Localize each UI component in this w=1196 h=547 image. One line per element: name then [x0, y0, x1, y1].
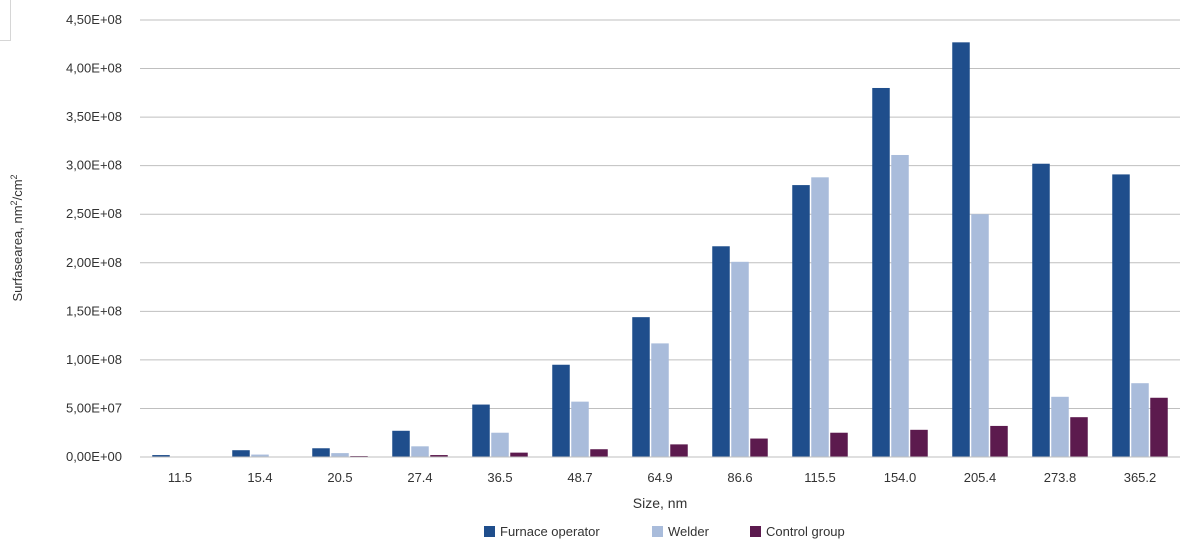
bars: [152, 42, 1168, 458]
bar-welder: [331, 453, 349, 457]
x-tick-label: 86.6: [727, 470, 752, 485]
y-tick-label: 1,00E+08: [66, 352, 122, 367]
bar-control-group: [750, 438, 768, 457]
x-tick-label: 115.5: [804, 470, 836, 485]
bar-control-group: [990, 425, 1008, 457]
bar-control-group: [670, 444, 688, 457]
x-axis-label: Size, nm: [633, 495, 687, 511]
bar-welder: [251, 454, 269, 457]
bar-control-group: [910, 429, 928, 457]
y-tick-label: 5,00E+07: [66, 400, 122, 415]
legend-swatch: [484, 526, 495, 537]
bar-welder: [411, 446, 429, 457]
bar-control-group: [1150, 397, 1168, 457]
bar-furnace-operator: [312, 448, 330, 457]
legend-label: Control group: [766, 524, 845, 539]
bar-furnace-operator: [1032, 163, 1050, 458]
bar-furnace-operator: [632, 317, 650, 457]
x-tick-label: 48.7: [567, 470, 592, 485]
x-tick-label: 27.4: [407, 470, 432, 485]
bar-furnace-operator: [152, 455, 170, 457]
y-tick-label: 4,00E+08: [66, 61, 122, 76]
x-axis-ticks: 11.5 15.4 20.5 27.4 36.5 48.7 64.9 86.6 115.5 154…: [168, 470, 1156, 485]
y-axis-label-sup1: 2: [9, 200, 19, 205]
y-tick-label: 1,50E+08: [66, 303, 122, 318]
x-tick-label: 64.9: [647, 470, 672, 485]
bar-furnace-operator: [392, 430, 410, 457]
bar-furnace-operator: [952, 42, 970, 457]
y-tick-label: 3,00E+08: [66, 158, 122, 173]
y-axis-label-main: Surfasearea, nm: [10, 205, 25, 301]
x-tick-label: 273.8: [1044, 470, 1077, 485]
bar-control-group: [830, 432, 848, 457]
bar-furnace-operator: [712, 246, 730, 457]
bar-furnace-operator: [872, 87, 890, 457]
bar-furnace-operator: [1112, 174, 1130, 457]
bar-welder: [891, 154, 909, 458]
bar-welder: [731, 261, 749, 457]
legend: Furnace operator Welder Control group: [484, 524, 845, 539]
y-tick-label: 3,50E+08: [66, 109, 122, 124]
x-tick-label: 154.0: [884, 470, 917, 485]
bar-welder: [571, 401, 589, 457]
y-tick-label: 2,50E+08: [66, 206, 122, 221]
legend-swatch: [652, 526, 663, 537]
legend-swatch: [750, 526, 761, 537]
y-axis-label: Surfasearea, nm2/cm2: [9, 174, 25, 301]
bar-welder: [491, 432, 509, 457]
bar-welder: [811, 177, 829, 457]
x-tick-label: 205.4: [964, 470, 997, 485]
legend-label: Welder: [668, 524, 710, 539]
x-tick-label: 36.5: [487, 470, 512, 485]
bar-control-group: [430, 455, 448, 457]
corner-decoration: [0, 0, 11, 41]
bar-furnace-operator: [232, 450, 250, 457]
x-tick-label: 15.4: [247, 470, 272, 485]
x-tick-label: 365.2: [1124, 470, 1157, 485]
bar-control-group: [1070, 417, 1088, 457]
bar-furnace-operator: [472, 404, 490, 457]
y-tick-label: 2,00E+08: [66, 255, 122, 270]
y-tick-label: 4,50E+08: [66, 12, 122, 27]
bar-furnace-operator: [552, 364, 570, 457]
bar-welder: [651, 343, 669, 457]
bar-welder: [1051, 396, 1069, 457]
x-tick-label: 11.5: [168, 470, 192, 485]
bar-welder: [1131, 383, 1149, 457]
bar-control-group: [590, 449, 608, 457]
y-axis-label-mid: /cm: [10, 179, 25, 200]
bar-furnace-operator: [792, 185, 810, 458]
bar-control-group: [510, 452, 528, 457]
bar-welder: [971, 214, 989, 457]
y-axis-ticks: 0,00E+00 5,00E+07 1,00E+08 1,50E+08 2,00E+08…: [66, 12, 122, 464]
x-tick-label: 20.5: [327, 470, 352, 485]
y-axis-label-sup2: 2: [9, 174, 19, 179]
y-tick-label: 0,00E+00: [66, 449, 122, 464]
legend-label: Furnace operator: [500, 524, 600, 539]
